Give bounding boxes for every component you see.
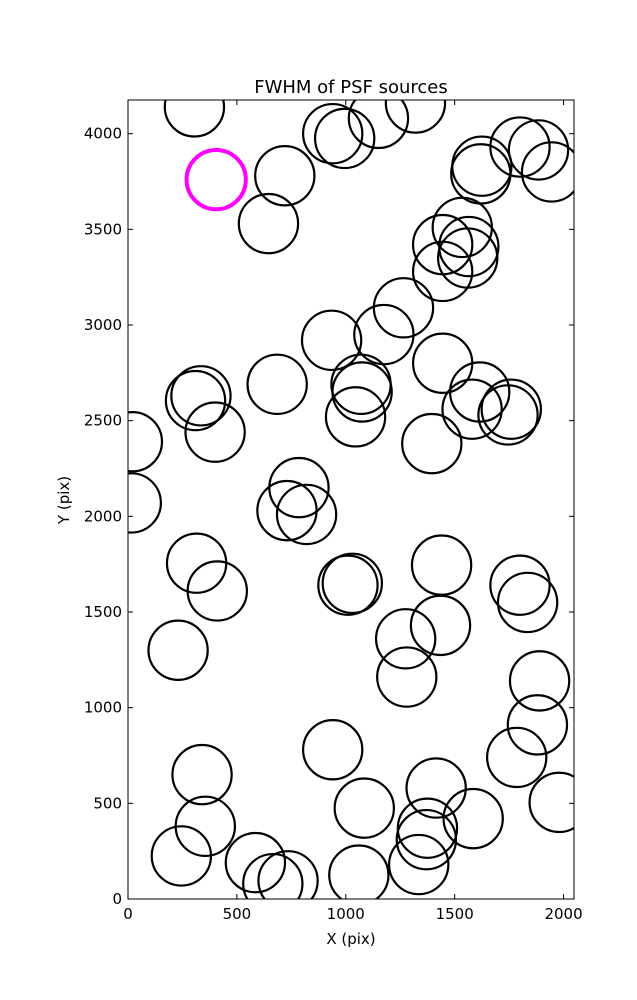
psf-source-circle-14	[411, 213, 474, 276]
psf-source-circle-25	[246, 353, 308, 416]
psf-source-circle-4	[301, 102, 364, 165]
y-tick-label: 500	[93, 794, 122, 812]
x-tick-label: 500	[223, 905, 252, 923]
x-tick-label: 1000	[327, 905, 365, 923]
x-tick-label: 0	[123, 905, 133, 923]
psf-source-circle-21	[411, 332, 474, 394]
plot-marks	[128, 100, 574, 899]
psf-source-circle-40	[317, 554, 379, 616]
psf-source-circle-24	[324, 386, 387, 448]
psf-source-circle-64	[224, 831, 287, 894]
y-tick-label: 3500	[84, 220, 122, 238]
psf-source-circle-16	[437, 227, 499, 289]
psf-source-circle-65	[242, 852, 304, 899]
psf-source-circle-48	[376, 646, 438, 708]
psf-source-circle-45	[496, 571, 559, 634]
psf-source-circle-32	[441, 378, 503, 440]
y-tick-label: 4000	[84, 125, 122, 143]
psf-source-circle-39	[321, 552, 384, 615]
psf-source-circle-23	[331, 361, 393, 423]
psf-source-circle-41	[165, 532, 228, 594]
chart-title: FWHM of PSF sources	[254, 77, 448, 98]
psf-source-circle-52	[486, 726, 548, 789]
psf-source-circle-2	[254, 145, 316, 207]
psf-source-circle-11	[507, 119, 570, 181]
psf-source-circle-43	[410, 534, 473, 596]
psf-source-circle-51	[506, 694, 569, 756]
psf-source-circle-29	[128, 411, 164, 473]
y-tick-label: 0	[112, 890, 122, 908]
psf-source-circle-47	[374, 608, 437, 670]
highlighted-source-circle	[184, 147, 248, 212]
psf-source-circle-58	[333, 777, 396, 839]
psf-source-circle-30	[401, 412, 463, 475]
psf-source-circle-34	[477, 384, 539, 446]
psf-source-circle-26	[170, 365, 232, 427]
psf-source-circle-61	[388, 833, 450, 896]
psf-source-circle-44	[489, 554, 551, 616]
psf-source-circle-8	[451, 135, 513, 197]
psf-source-circle-17	[411, 240, 474, 303]
psf-source-circle-42	[186, 560, 249, 622]
psf-source-circle-37	[256, 479, 318, 542]
psf-source-circle-49	[147, 619, 209, 681]
axis-ticks: 0 500 1000 1500 2000 0 500 1000 1500 2000 2500 3000…	[84, 100, 583, 923]
psf-source-circle-57	[442, 787, 504, 850]
y-tick-label: 3000	[84, 316, 122, 334]
psf-source-circle-12	[520, 141, 574, 203]
psf-source-circle-6	[347, 100, 410, 150]
psf-source-circle-15	[438, 215, 500, 278]
psf-source-circle-63	[150, 825, 213, 887]
psf-source-circle-54	[171, 743, 233, 806]
psf-source-circle-56	[405, 757, 467, 819]
psf-source-circle-67	[328, 844, 390, 899]
psf-source-circle-46	[409, 594, 472, 657]
psf-source-circle-38	[275, 483, 338, 546]
y-tick-label: 2500	[84, 412, 122, 430]
plot-frame	[127, 99, 575, 900]
y-tick-label: 1000	[84, 699, 122, 717]
psf-source-circle-66	[257, 850, 319, 899]
x-tick-label: 2000	[544, 905, 582, 923]
psf-source-circle-18	[372, 277, 435, 339]
psf-source-circle-50	[508, 650, 571, 712]
x-axis-label: X (pix)	[326, 930, 375, 948]
x-tick-label: 1500	[436, 905, 474, 923]
y-tick-label: 2000	[84, 507, 122, 525]
psf-source-circle-59	[396, 797, 459, 859]
psf-source-circle-3	[237, 192, 300, 255]
psf-source-circle-33	[480, 378, 542, 440]
psf-source-circle-5	[313, 107, 376, 170]
psf-source-circle-20	[300, 309, 363, 372]
psf-source-circle-28	[184, 401, 246, 463]
psf-source-circle-9	[450, 143, 512, 205]
psf-source-circle-53	[301, 719, 364, 781]
psf-source-circle-62	[528, 771, 574, 834]
psf-source-circle-60	[395, 808, 458, 871]
psf-source-circle-1	[163, 100, 226, 138]
psf-source-circle-10	[489, 116, 551, 178]
psf-source-circle-27	[164, 369, 227, 432]
y-tick-label: 1500	[84, 603, 122, 621]
y-axis-label: Y (pix)	[55, 476, 73, 525]
psf-source-circle-7	[384, 100, 447, 134]
psf-source-circle-35	[128, 472, 162, 534]
